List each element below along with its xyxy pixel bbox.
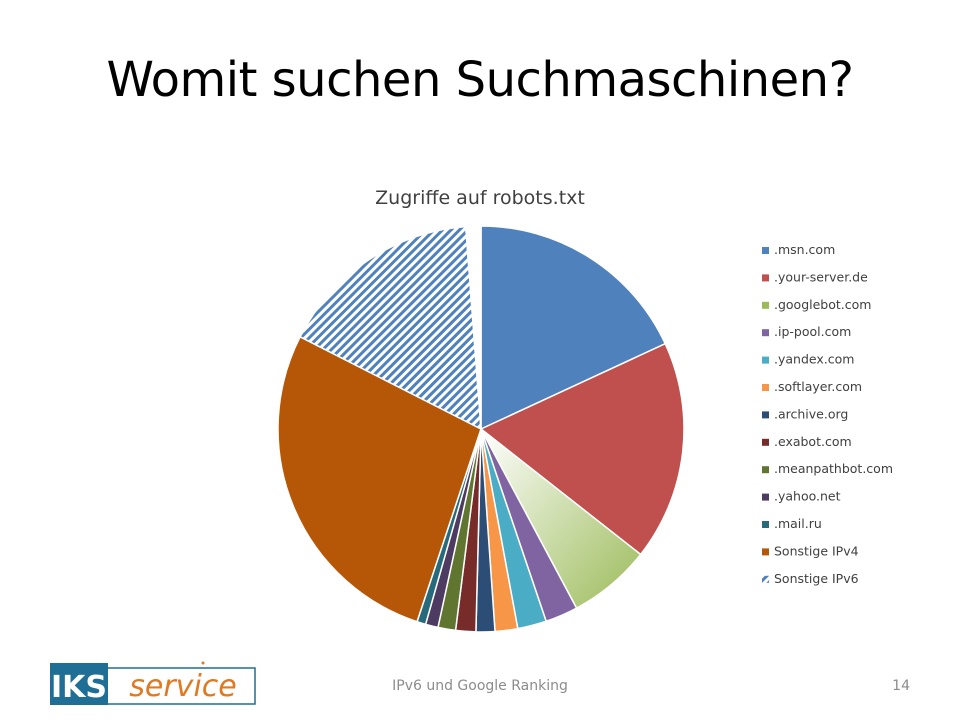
iks-service-logo: IKS service: [50, 661, 256, 705]
legend-label-1: .your-server.de: [774, 269, 868, 284]
legend-label-9: .yahoo.net: [774, 489, 841, 504]
footer-text: IPv6 und Google Ranking: [392, 678, 568, 694]
legend-label-0: .msn.com: [774, 242, 835, 257]
legend-marker-12: [762, 575, 769, 583]
pie-slice-1: [479, 342, 685, 556]
legend-marker-7: [762, 438, 769, 446]
legend-marker-5: [762, 384, 769, 391]
legend-marker-2: [762, 301, 769, 309]
legend-label-2: .googlebot.com: [774, 297, 871, 312]
legend-marker-9: [762, 493, 769, 501]
legend-marker-1: [762, 274, 769, 282]
pie-slice-13: [464, 225, 482, 430]
legend-label-10: .mail.ru: [774, 516, 822, 531]
pie-slice-11: [277, 335, 482, 623]
chart-legend: .msn.com .your-server.de .googlebot.com .ip…: [762, 242, 893, 586]
svg-text:service: service: [129, 669, 236, 704]
legend-label-12: Sonstige IPv6: [774, 571, 859, 586]
pie-slice-12: [299, 225, 482, 431]
legend-label-11: Sonstige IPv4: [774, 543, 859, 558]
legend-label-5: .softlayer.com: [774, 379, 862, 394]
legend-label-7: .exabot.com: [774, 434, 852, 449]
chart-title: Zugriffe auf robots.txt: [375, 187, 585, 209]
legend-marker-4: [762, 356, 769, 364]
legend-marker-10: [762, 521, 769, 528]
svg-text:IKS: IKS: [51, 670, 107, 705]
legend-label-4: .yandex.com: [774, 352, 854, 367]
legend-marker-8: [762, 466, 769, 474]
legend-marker-6: [762, 411, 769, 419]
slide-title: Womit suchen Suchmaschinen?: [106, 52, 854, 108]
legend-marker-0: [762, 247, 769, 254]
pie-slices: [277, 225, 685, 633]
legend-marker-11: [762, 548, 769, 556]
legend-marker-3: [762, 329, 769, 337]
pie-slice-0: [480, 225, 667, 431]
legend-label-8: .meanpathbot.com: [774, 461, 893, 476]
legend-label-6: .archive.org: [774, 406, 848, 421]
page-number: 14: [892, 678, 910, 694]
legend-label-3: .ip-pool.com: [774, 324, 851, 339]
